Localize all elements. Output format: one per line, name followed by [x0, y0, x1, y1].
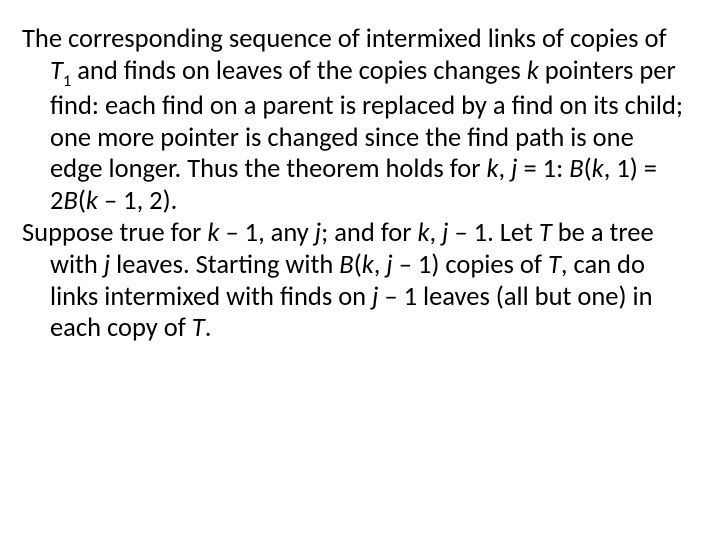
italic-run: T	[50, 55, 63, 87]
text-run: (	[78, 185, 86, 217]
text-run: ,	[374, 249, 387, 281]
text-run: Suppose true for	[22, 217, 207, 249]
italic-run: T	[539, 217, 552, 249]
text-run: leaves. Starting with	[110, 249, 339, 281]
italic-run: B	[63, 185, 77, 217]
italic-run: k	[362, 249, 374, 281]
text-run: ,	[499, 153, 512, 185]
text-run: .	[205, 312, 212, 344]
text-run: (	[354, 249, 362, 281]
italic-run: k	[487, 153, 499, 185]
text-run: ,	[430, 217, 443, 249]
text-run: – 1. Let	[449, 217, 539, 249]
italic-run: B	[569, 153, 583, 185]
text-run: – 1, any	[219, 217, 314, 249]
italic-run: k	[527, 55, 539, 87]
italic-run: k	[592, 153, 604, 185]
italic-run: B	[339, 249, 353, 281]
paragraph-2: Suppose true for k – 1, any j; and for k…	[22, 218, 690, 345]
italic-run: T	[192, 312, 205, 344]
paragraph-1: The corresponding sequence of intermixed…	[22, 24, 690, 218]
text-run: = 1:	[518, 153, 570, 185]
slide: The corresponding sequence of intermixed…	[0, 0, 720, 540]
text-run: and finds on leaves of the copies change…	[71, 55, 526, 87]
italic-run: T	[548, 249, 561, 281]
text-run: The corresponding sequence of intermixed…	[22, 23, 667, 55]
text-run: (	[584, 153, 592, 185]
text-run: – 1, 2).	[98, 185, 177, 217]
italic-run: k	[418, 217, 430, 249]
italic-run: k	[207, 217, 219, 249]
italic-run: k	[86, 185, 98, 217]
subscript: 1	[63, 71, 71, 91]
text-run: – 1) copies of	[393, 249, 548, 281]
text-run: ; and for	[321, 217, 417, 249]
